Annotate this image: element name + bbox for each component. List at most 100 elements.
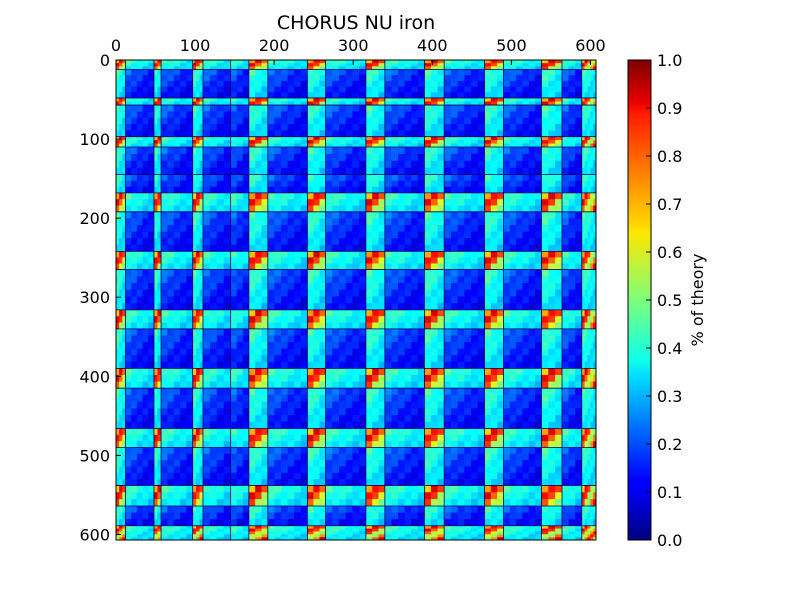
heatmap-cell	[464, 160, 472, 169]
heatmap-cell	[157, 408, 162, 416]
heatmap-cell	[319, 63, 326, 67]
heatmap-cell	[209, 130, 218, 138]
heatmap-cell	[287, 328, 295, 336]
heatmap-cell	[274, 328, 282, 336]
heatmap-cell	[307, 355, 314, 363]
heatmap-cell	[167, 124, 175, 131]
heatmap-cell	[457, 146, 465, 155]
heatmap-cell	[157, 69, 162, 76]
heatmap-cell	[167, 447, 175, 455]
heatmap-cell	[457, 528, 465, 532]
heatmap-cell	[267, 401, 275, 409]
heatmap-cell	[236, 263, 244, 270]
heatmap-cell	[216, 415, 225, 423]
heatmap-cell	[209, 322, 218, 330]
heatmap-cell	[325, 97, 333, 102]
heatmap-cell	[209, 394, 218, 403]
heatmap-cell	[230, 101, 238, 106]
heatmap-cell	[444, 361, 452, 369]
heatmap-cell	[398, 528, 406, 532]
heatmap-cell	[236, 415, 244, 423]
heatmap-cell	[319, 525, 326, 530]
heatmap-cell	[230, 316, 238, 323]
heatmap-cell	[153, 101, 158, 106]
heatmap-cell	[398, 105, 406, 112]
heatmap-cell	[411, 192, 419, 200]
heatmap-cell	[477, 537, 485, 541]
heatmap-cell	[372, 296, 379, 304]
heatmap-cell	[430, 453, 438, 461]
heatmap-cell	[411, 174, 419, 182]
heatmap-cell	[209, 283, 218, 291]
heatmap-cell	[261, 355, 269, 363]
heatmap-cell	[398, 289, 406, 297]
heatmap-cell	[142, 146, 149, 155]
heatmap-cell	[236, 472, 244, 480]
heatmap-cell	[307, 111, 314, 119]
heatmap-cell	[471, 328, 479, 336]
heatmap-cell	[267, 225, 275, 232]
heatmap-cell	[417, 485, 425, 493]
heatmap-cell	[471, 381, 479, 389]
heatmap-cell	[307, 348, 314, 356]
heatmap-cell	[199, 453, 204, 461]
heatmap-cell	[180, 328, 187, 336]
heatmap-cell	[404, 512, 412, 520]
heatmap-cell	[242, 485, 250, 493]
heatmap-cell	[236, 97, 244, 102]
heatmap-cell	[365, 316, 373, 323]
heatmap-cell	[398, 153, 406, 162]
heatmap-cell	[167, 69, 175, 76]
heatmap-cell	[437, 466, 445, 474]
heatmap-cell	[404, 251, 412, 258]
heatmap-cell	[307, 361, 314, 369]
heatmap-cell	[236, 86, 244, 93]
heatmap-cell	[424, 335, 432, 343]
heatmap-cell	[196, 136, 200, 141]
heatmap-cell	[404, 374, 412, 382]
heatmap-cell	[119, 528, 123, 532]
heatmap-cell	[242, 80, 250, 87]
heatmap-cell	[216, 244, 225, 252]
heatmap-cell	[437, 428, 445, 436]
heatmap-cell	[437, 401, 445, 409]
heatmap-cell	[477, 512, 485, 520]
heatmap-cell	[274, 415, 282, 423]
heatmap-cell	[267, 69, 275, 76]
heatmap-cell	[248, 328, 256, 336]
heatmap-cell	[450, 472, 459, 480]
heatmap-cell	[209, 296, 218, 304]
heatmap-cell	[457, 192, 465, 200]
heatmap-cell	[457, 63, 465, 67]
heatmap-cell	[255, 534, 262, 538]
heatmap-cell	[281, 218, 288, 226]
heatmap-cell	[148, 117, 155, 125]
heatmap-cell	[424, 472, 432, 480]
heatmap-cell	[384, 140, 392, 144]
heatmap-cell	[125, 124, 132, 131]
heatmap-cell	[294, 492, 302, 500]
heatmap-cell	[339, 479, 347, 486]
heatmap-cell	[437, 408, 445, 416]
heatmap-cell	[339, 101, 347, 106]
heatmap-cell	[430, 174, 438, 182]
heatmap-cell	[300, 374, 308, 382]
heatmap-cell	[352, 153, 360, 162]
heatmap-cell	[216, 394, 225, 403]
heatmap-cell	[267, 342, 275, 350]
heatmap-cell	[125, 447, 132, 455]
heatmap-cell	[404, 276, 412, 284]
heatmap-cell	[372, 124, 379, 131]
heatmap-cell	[192, 186, 197, 194]
heatmap-cell	[180, 368, 187, 376]
heatmap-cell	[417, 296, 425, 304]
heatmap-cell	[430, 492, 438, 500]
heatmap-cell	[142, 205, 149, 213]
heatmap-cell	[242, 460, 250, 467]
heatmap-cell	[122, 447, 126, 455]
heatmap-cell	[384, 361, 392, 369]
heatmap-cell	[167, 86, 175, 93]
heatmap-cell	[313, 479, 320, 486]
heatmap-cell	[122, 296, 126, 304]
heatmap-cell	[153, 263, 158, 270]
